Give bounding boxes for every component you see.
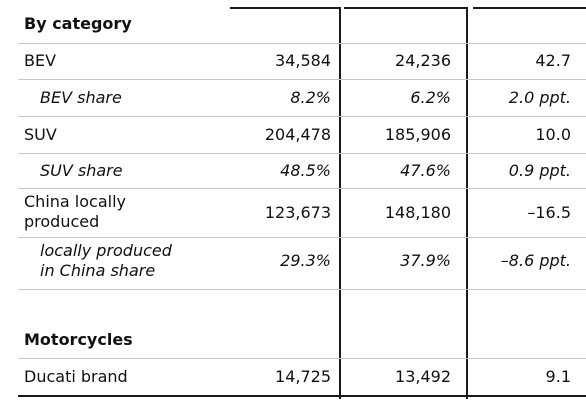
cell-bev-col2: 24,236	[395, 51, 451, 70]
row-label-china-locally-produced-line2: produced	[24, 212, 100, 231]
row-separator	[18, 188, 586, 189]
cell-suv-share-col2: 47.6%	[400, 161, 451, 180]
cell-ducati-col3: 9.1	[545, 367, 571, 386]
row-separator	[18, 116, 586, 117]
row-separator	[18, 79, 586, 80]
cell-china-share-col1: 29.3%	[280, 251, 331, 270]
top-rule-col2	[344, 7, 466, 9]
row-separator	[18, 358, 586, 359]
row-label-china-share-line2: in China share	[40, 261, 156, 280]
row-separator	[18, 43, 586, 44]
cell-ducati-col2: 13,492	[395, 367, 451, 386]
row-label-suv-share: SUV share	[40, 161, 123, 180]
top-rule-col1	[230, 7, 339, 9]
row-separator	[18, 289, 586, 290]
cell-china-produced-col2: 148,180	[384, 203, 451, 222]
top-rule-col3	[473, 7, 586, 9]
row-label-suv: SUV	[24, 125, 57, 144]
cell-china-produced-col3: –16.5	[527, 203, 571, 222]
row-label-bev-share: BEV share	[40, 88, 122, 107]
cell-china-share-col2: 37.9%	[400, 251, 451, 270]
cell-china-produced-col1: 123,673	[264, 203, 331, 222]
cell-ducati-col1: 14,725	[275, 367, 331, 386]
bottom-rule	[18, 395, 586, 397]
row-label-bev: BEV	[24, 51, 57, 70]
cell-suv-col3: 10.0	[535, 125, 571, 144]
cell-bev-col3: 42.7	[535, 51, 571, 70]
cell-suv-col1: 204,478	[264, 125, 331, 144]
cell-china-share-col3: –8.6 ppt.	[500, 251, 571, 270]
divider-col1-col2	[339, 7, 341, 399]
cell-suv-share-col3: 0.9 ppt.	[508, 161, 571, 180]
cell-bev-share-col2: 6.2%	[410, 88, 451, 107]
row-label-ducati-brand: Ducati brand	[24, 367, 128, 386]
cell-bev-share-col3: 2.0 ppt.	[508, 88, 571, 107]
section-heading-motorcycles: Motorcycles	[24, 330, 133, 349]
row-label-china-locally-produced-line1: China locally	[24, 192, 126, 211]
divider-col2-col3	[466, 7, 468, 399]
cell-suv-share-col1: 48.5%	[280, 161, 331, 180]
row-separator	[18, 153, 586, 154]
row-separator	[18, 237, 586, 238]
section-heading-by-category: By category	[24, 14, 132, 33]
row-label-china-share-line1: locally produced	[40, 241, 172, 260]
cell-bev-col1: 34,584	[275, 51, 331, 70]
cell-suv-col2: 185,906	[384, 125, 451, 144]
cell-bev-share-col1: 8.2%	[290, 88, 331, 107]
